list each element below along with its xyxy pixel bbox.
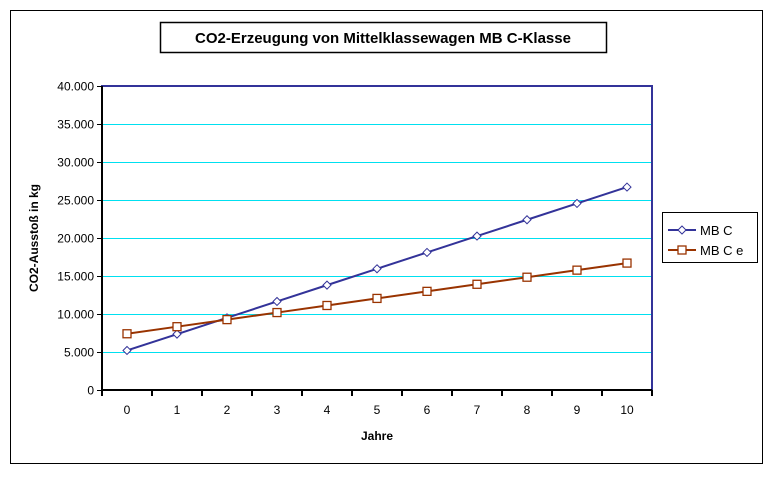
data-point — [372, 293, 382, 304]
data-point — [372, 264, 382, 274]
y-tick-label: 20.000 — [57, 232, 94, 246]
title-box — [159, 21, 608, 54]
data-point — [122, 345, 132, 356]
legend-label: MB C — [700, 223, 733, 238]
data-point — [122, 329, 132, 339]
data-point — [272, 296, 282, 307]
y-tick-label: 15.000 — [57, 270, 94, 284]
data-point — [622, 182, 632, 192]
x-axis-label: Jahre — [361, 429, 393, 443]
data-point — [422, 286, 432, 297]
data-point — [522, 272, 532, 282]
x-tick-label: 6 — [424, 403, 431, 417]
y-axis-label: CO2-Ausstoß in kg — [27, 184, 41, 292]
y-tick-label: 25.000 — [57, 194, 94, 208]
x-tick-label: 0 — [124, 403, 131, 417]
data-point — [172, 322, 182, 332]
data-point — [322, 300, 332, 311]
y-tick-label: 35.000 — [57, 118, 94, 132]
data-point — [422, 247, 432, 258]
x-tick-label: 4 — [324, 403, 331, 417]
data-point — [172, 329, 182, 339]
legend-label: MB C e — [700, 243, 743, 258]
y-tick-label: 5.000 — [64, 346, 94, 360]
x-tick-label: 9 — [574, 403, 581, 417]
x-tick-label: 8 — [524, 403, 531, 417]
y-tick-label: 40.000 — [57, 80, 94, 94]
legend-marker — [677, 225, 687, 235]
data-point — [522, 215, 532, 225]
data-point — [622, 258, 632, 268]
data-point — [472, 231, 482, 241]
x-tick-label: 10 — [620, 403, 634, 417]
chart-border — [10, 10, 763, 464]
y-tick-label: 0 — [87, 384, 94, 398]
y-tick-label: 10.000 — [57, 308, 94, 322]
x-tick-label: 3 — [274, 403, 281, 417]
chart-title: CO2-Erzeugung von Mittelklassewagen MB C… — [195, 30, 571, 47]
legend-marker — [677, 245, 687, 255]
data-point — [572, 265, 582, 275]
x-tick-label: 5 — [374, 403, 381, 417]
data-point — [472, 279, 482, 289]
data-point — [572, 198, 582, 209]
legend: MB C MB C e — [662, 212, 758, 263]
y-tick-label: 30.000 — [57, 156, 94, 170]
x-tick-label: 1 — [174, 403, 181, 417]
data-point — [222, 314, 232, 325]
x-tick-label: 2 — [224, 403, 231, 417]
x-tick-label: 7 — [474, 403, 481, 417]
data-point — [322, 280, 332, 290]
data-point — [272, 307, 282, 318]
